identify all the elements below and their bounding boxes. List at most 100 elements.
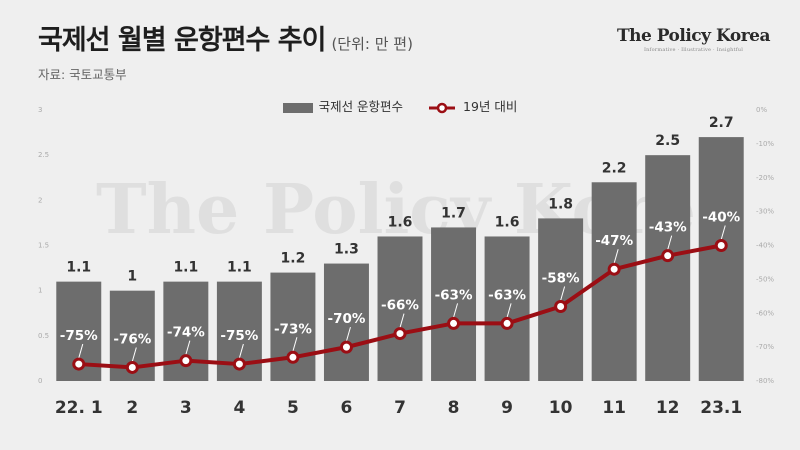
y-right-tick-label: -70% — [756, 343, 774, 351]
label-leader — [560, 286, 566, 301]
x-tick-label: 8 — [448, 398, 460, 418]
bar-value-label: 2.2 — [602, 160, 627, 176]
line-point — [607, 262, 621, 276]
line-point — [232, 357, 246, 371]
y-right-tick-label: -10% — [756, 140, 774, 148]
line-value-label: -63% — [435, 287, 473, 303]
bar-value-label: 1.8 — [548, 196, 573, 212]
bar-value-label: 1.3 — [334, 242, 359, 258]
y-right-tick-label: -20% — [756, 174, 774, 182]
source-label: 자료: 국토교통부 — [38, 67, 127, 82]
brand-logo: The Policy Korea Informative · Illustrat… — [616, 26, 771, 53]
label-leader — [345, 326, 351, 342]
y-right-tick-label: -50% — [756, 275, 774, 283]
brand-name: The Policy Korea — [616, 26, 771, 46]
legend-bar-swatch — [282, 102, 313, 113]
line-point — [661, 249, 675, 263]
brand-tagline: Informative · Illustrative · Insightful — [643, 47, 744, 53]
line-value-label: -70% — [328, 311, 366, 327]
line-point — [286, 350, 300, 364]
bar-value-label: 1 — [127, 269, 137, 285]
bar — [377, 236, 423, 381]
line-value-label: -76% — [113, 331, 151, 347]
bar-value-label: 1.1 — [227, 260, 252, 276]
y-right-tick-label: 0% — [756, 106, 767, 114]
line-point — [447, 316, 461, 330]
x-tick-label: 12 — [656, 398, 680, 418]
x-tick-label: 22. 1 — [55, 398, 103, 418]
y-left-tick-label: 2.5 — [38, 151, 49, 159]
line-point — [125, 360, 139, 374]
bar-value-label: 1.6 — [495, 214, 520, 230]
bar — [484, 236, 530, 381]
label-leader — [667, 235, 673, 250]
chart-title-group: 국제선 월별 운항편수 추이 (단위: 만 편) — [38, 18, 413, 57]
line-value-label: -47% — [595, 233, 633, 249]
line-point — [179, 354, 193, 368]
line-point — [339, 340, 353, 354]
y-left-tick-label: 3 — [38, 106, 42, 114]
x-tick-label: 3 — [180, 398, 192, 418]
x-tick-label: 9 — [501, 398, 513, 418]
y-left-tick-label: 2 — [38, 196, 42, 204]
bar — [645, 155, 691, 381]
bar — [431, 227, 477, 381]
bar-value-label: 1.7 — [441, 205, 466, 221]
y-left-tick-label: 1 — [38, 287, 42, 295]
y-right-tick-label: -80% — [756, 377, 774, 385]
bar-value-label: 2.5 — [655, 133, 680, 149]
line-value-label: -66% — [381, 298, 419, 314]
y-right-tick-label: -30% — [756, 208, 774, 216]
chart-title: 국제선 월별 운항편수 추이 — [38, 25, 326, 56]
legend-line-swatch — [429, 102, 456, 113]
x-tick-label: 7 — [394, 398, 406, 418]
bar-value-label: 1.6 — [388, 214, 413, 230]
y-left-tick-label: 1.5 — [38, 242, 49, 250]
label-leader — [78, 343, 84, 359]
line-point — [500, 316, 514, 330]
x-tick-label: 10 — [549, 398, 573, 418]
line-value-label: -73% — [274, 321, 312, 337]
legend-line-label: 19년 대비 — [463, 99, 518, 114]
unit-label: (단위: 만 편) — [331, 35, 413, 53]
label-leader — [131, 347, 137, 362]
y-right-tick-label: -60% — [756, 309, 774, 317]
bar-value-label: 1.1 — [66, 260, 91, 276]
line-value-label: -58% — [542, 270, 580, 286]
x-tick-label: 5 — [287, 398, 299, 418]
legend-item-bar: 국제선 운항편수 — [282, 96, 404, 115]
x-tick-label: 6 — [341, 398, 353, 418]
x-tick-label: 23.1 — [700, 398, 742, 418]
bar-value-label: 2.7 — [709, 115, 734, 131]
y-right-tick-label: -40% — [756, 242, 774, 250]
x-tick-label: 4 — [233, 398, 245, 418]
line-value-label: -74% — [167, 325, 205, 341]
line-point — [554, 299, 568, 313]
line-point — [393, 327, 407, 341]
label-leader — [613, 249, 619, 264]
line-value-label: -63% — [488, 287, 526, 303]
line-point — [714, 239, 728, 252]
line-point — [72, 357, 86, 371]
label-leader — [292, 337, 298, 352]
x-tick-label: 11 — [602, 398, 626, 418]
bar-value-label: 1.1 — [173, 260, 198, 276]
label-leader — [506, 303, 512, 318]
x-tick-label: 2 — [126, 398, 138, 418]
legend-item-line: 19년 대비 — [427, 96, 517, 115]
line-value-label: -40% — [702, 210, 740, 226]
label-leader — [453, 303, 459, 318]
legend: 국제선 운항편수 19년 대비 — [0, 96, 800, 115]
legend-bar-label: 국제선 운항편수 — [318, 99, 404, 114]
label-leader — [238, 343, 244, 359]
bar — [698, 137, 744, 381]
line-value-label: -43% — [649, 220, 687, 236]
line-value-label: -75% — [220, 328, 258, 344]
y-left-tick-label: 0.5 — [38, 332, 49, 340]
bar — [323, 263, 369, 381]
y-left-tick-label: 0 — [38, 377, 42, 385]
label-leader — [185, 340, 191, 355]
bar-value-label: 1.2 — [281, 251, 306, 267]
line-value-label: -75% — [60, 328, 98, 344]
